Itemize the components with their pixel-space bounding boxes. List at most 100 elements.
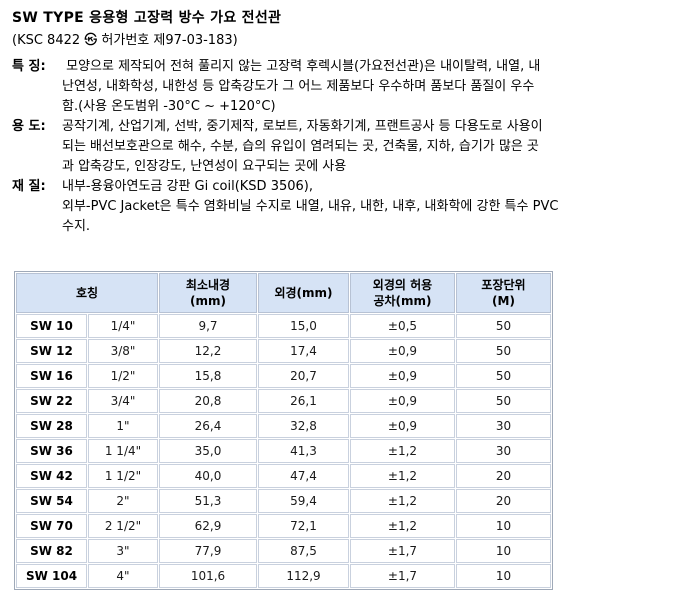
section-text-line: 난연성, 내화학성, 내한성 등 압축강도가 그 어느 제품보다 우수하며 품보… xyxy=(62,79,535,94)
cell-min-inner-diameter: 51,3 xyxy=(159,489,257,513)
cell-min-inner-diameter: 12,2 xyxy=(159,339,257,363)
table-row: SW 12 3/8" 12,2 17,4 ±0,9 50 xyxy=(16,339,551,363)
cell-model: SW 22 xyxy=(16,389,87,413)
cell-model: SW 54 xyxy=(16,489,87,513)
cell-tolerance: ±0,9 xyxy=(350,414,455,438)
cell-inch-size: 3/4" xyxy=(88,389,158,413)
cell-min-inner-diameter: 40,0 xyxy=(159,464,257,488)
page-title: SW TYPE 응용형 고장력 방수 가요 전선관 xyxy=(12,10,282,26)
cell-outer-diameter: 32,8 xyxy=(258,414,349,438)
table-row: SW 42 1 1/2" 40,0 47,4 ±1,2 20 xyxy=(16,464,551,488)
spec-table: 호칭 최소내경 (mm) 외경(mm) 외경의 허용 공차(mm) 포장단위 (… xyxy=(14,271,553,590)
cell-packing-unit: 10 xyxy=(456,514,551,538)
col-header-outer-diameter: 외경(mm) xyxy=(258,273,349,313)
cell-min-inner-diameter: 77,9 xyxy=(159,539,257,563)
cell-inch-size: 1/2" xyxy=(88,364,158,388)
cell-tolerance: ±0,9 xyxy=(350,389,455,413)
cell-outer-diameter: 20,7 xyxy=(258,364,349,388)
cell-min-inner-diameter: 20,8 xyxy=(159,389,257,413)
section-label: 재 질: xyxy=(12,179,46,194)
cell-inch-size: 3/8" xyxy=(88,339,158,363)
cell-min-inner-diameter: 9,7 xyxy=(159,314,257,338)
spec-table-header: 호칭 최소내경 (mm) 외경(mm) 외경의 허용 공차(mm) 포장단위 (… xyxy=(16,273,551,313)
section-label: 특 징: xyxy=(12,59,46,74)
table-row: SW 104 4" 101,6 112,9 ±1,7 10 xyxy=(16,564,551,588)
cell-model: SW 28 xyxy=(16,414,87,438)
cell-model: SW 42 xyxy=(16,464,87,488)
cell-packing-unit: 30 xyxy=(456,414,551,438)
section-text-line: 과 압축강도, 인장강도, 난연성이 요구되는 곳에 사용 xyxy=(62,159,347,174)
cell-model: SW 12 xyxy=(16,339,87,363)
col-header-min-inner-diameter: 최소내경 (mm) xyxy=(159,273,257,313)
table-row: SW 28 1" 26,4 32,8 ±0,9 30 xyxy=(16,414,551,438)
spec-section: 재 질: 내부-용융아연도금 강판 Gi coil(KSD 3506), 외부-PV… xyxy=(12,177,673,237)
cell-outer-diameter: 26,1 xyxy=(258,389,349,413)
table-row: SW 22 3/4" 20,8 26,1 ±0,9 50 xyxy=(16,389,551,413)
cell-inch-size: 1/4" xyxy=(88,314,158,338)
section-text-line: 모양으로 제작되어 전혀 풀리지 않는 고장력 후렉시블(가요전선관)은 내이탈… xyxy=(62,59,541,74)
cell-tolerance: ±0,9 xyxy=(350,364,455,388)
cell-tolerance: ±1,2 xyxy=(350,439,455,463)
cell-min-inner-diameter: 101,6 xyxy=(159,564,257,588)
spec-section: 특 징: 모양으로 제작되어 전혀 풀리지 않는 고장력 후렉시블(가요전선관)… xyxy=(12,57,673,117)
cell-model: SW 16 xyxy=(16,364,87,388)
cell-outer-diameter: 47,4 xyxy=(258,464,349,488)
spec-table-body: SW 10 1/4" 9,7 15,0 ±0,5 50 SW 12 3/8" 12,2 17,4 ±… xyxy=(16,314,551,588)
certification-line: (KSC 8422 ㉿ 허가번호 제97-03-183) xyxy=(12,33,238,48)
cell-min-inner-diameter: 26,4 xyxy=(159,414,257,438)
cell-model: SW 70 xyxy=(16,514,87,538)
cell-model: SW 104 xyxy=(16,564,87,588)
cell-packing-unit: 10 xyxy=(456,539,551,563)
cell-inch-size: 2 1/2" xyxy=(88,514,158,538)
section-text: 내부-용융아연도금 강판 Gi coil(KSD 3506), 외부-PVC Ja… xyxy=(62,177,673,237)
cell-packing-unit: 30 xyxy=(456,439,551,463)
section-text-line: 공작기계, 산업기계, 선박, 중기제작, 로보트, 자동화기계, 프랜트공사 … xyxy=(62,119,543,134)
col-header-packing-unit: 포장단위 (M) xyxy=(456,273,551,313)
cell-min-inner-diameter: 15,8 xyxy=(159,364,257,388)
cell-tolerance: ±1,2 xyxy=(350,464,455,488)
cell-packing-unit: 20 xyxy=(456,464,551,488)
cell-inch-size: 3" xyxy=(88,539,158,563)
cell-model: SW 10 xyxy=(16,314,87,338)
cell-outer-diameter: 17,4 xyxy=(258,339,349,363)
section-label: 용 도: xyxy=(12,119,46,134)
cell-inch-size: 2" xyxy=(88,489,158,513)
cell-outer-diameter: 59,4 xyxy=(258,489,349,513)
table-row: SW 36 1 1/4" 35,0 41,3 ±1,2 30 xyxy=(16,439,551,463)
cell-packing-unit: 50 xyxy=(456,314,551,338)
cell-min-inner-diameter: 35,0 xyxy=(159,439,257,463)
table-row: SW 10 1/4" 9,7 15,0 ±0,5 50 xyxy=(16,314,551,338)
cell-inch-size: 1" xyxy=(88,414,158,438)
cell-outer-diameter: 72,1 xyxy=(258,514,349,538)
cell-packing-unit: 10 xyxy=(456,564,551,588)
cell-packing-unit: 50 xyxy=(456,339,551,363)
cell-tolerance: ±1,2 xyxy=(350,514,455,538)
cell-outer-diameter: 112,9 xyxy=(258,564,349,588)
col-header-tolerance: 외경의 허용 공차(mm) xyxy=(350,273,455,313)
section-text-line: 수지. xyxy=(62,219,91,234)
table-row: SW 16 1/2" 15,8 20,7 ±0,9 50 xyxy=(16,364,551,388)
cell-packing-unit: 50 xyxy=(456,364,551,388)
section-text-line: 되는 배선보호관으로 해수, 수분, 습의 유입이 염려되는 곳, 건축물, 지… xyxy=(62,139,539,154)
cell-outer-diameter: 87,5 xyxy=(258,539,349,563)
header-row: 호칭 최소내경 (mm) 외경(mm) 외경의 허용 공차(mm) 포장단위 (… xyxy=(16,273,551,313)
cell-inch-size: 1 1/2" xyxy=(88,464,158,488)
cell-outer-diameter: 41,3 xyxy=(258,439,349,463)
table-row: SW 82 3" 77,9 87,5 ±1,7 10 xyxy=(16,539,551,563)
cell-inch-size: 1 1/4" xyxy=(88,439,158,463)
cell-tolerance: ±1,7 xyxy=(350,564,455,588)
cell-packing-unit: 50 xyxy=(456,389,551,413)
section-text: 공작기계, 산업기계, 선박, 중기제작, 로보트, 자동화기계, 프랜트공사 … xyxy=(62,117,673,177)
cell-model: SW 82 xyxy=(16,539,87,563)
col-header-designation: 호칭 xyxy=(16,273,158,313)
cell-tolerance: ±0,9 xyxy=(350,339,455,363)
cell-tolerance: ±1,2 xyxy=(350,489,455,513)
spec-section: 용 도: 공작기계, 산업기계, 선박, 중기제작, 로보트, 자동화기계, 프랜… xyxy=(12,117,673,177)
cell-outer-diameter: 15,0 xyxy=(258,314,349,338)
cell-model: SW 36 xyxy=(16,439,87,463)
section-text-line: 외부-PVC Jacket은 특수 염화비닐 수지로 내열, 내유, 내한, 내… xyxy=(62,199,559,214)
section-text: 모양으로 제작되어 전혀 풀리지 않는 고장력 후렉시블(가요전선관)은 내이탈… xyxy=(62,57,673,117)
section-text-line: 내부-용융아연도금 강판 Gi coil(KSD 3506), xyxy=(62,179,313,194)
section-text-line: 함.(사용 온도범위 -30°C ~ +120°C) xyxy=(62,99,276,114)
